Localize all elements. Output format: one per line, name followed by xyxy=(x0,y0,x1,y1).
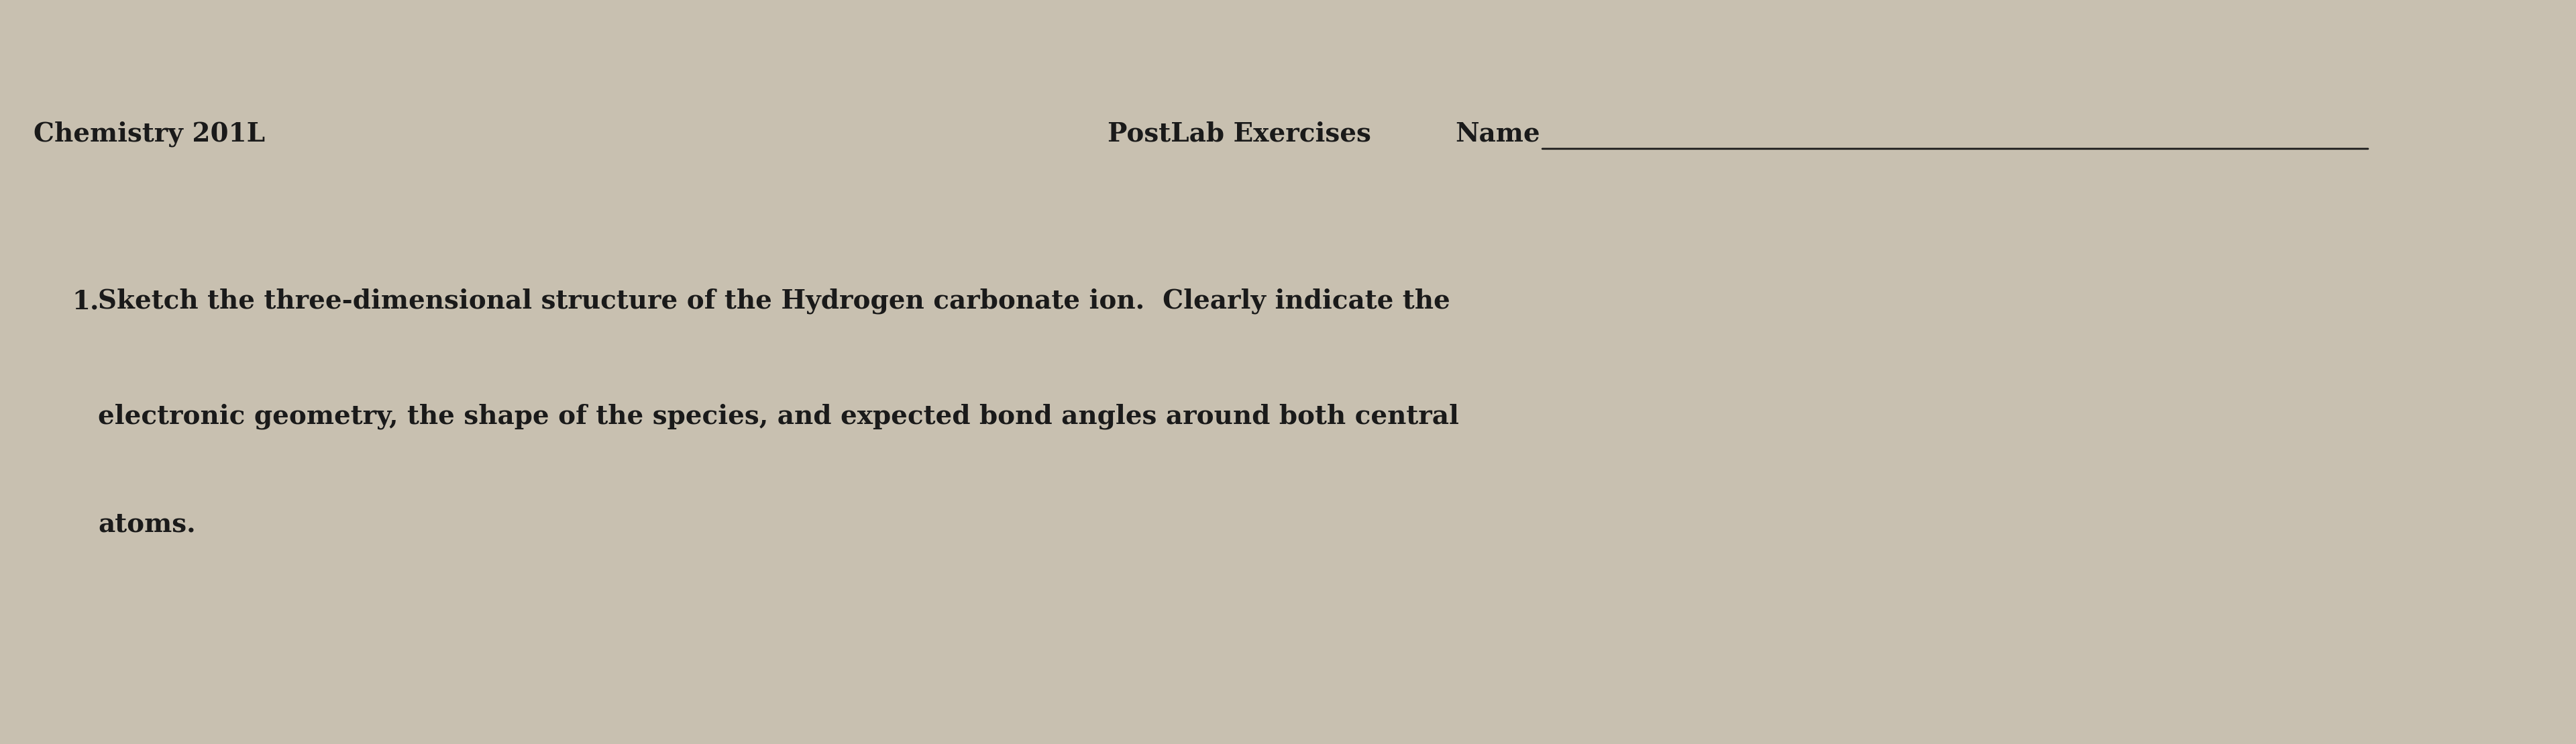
Text: 1.: 1. xyxy=(72,289,100,314)
Text: electronic geometry, the shape of the species, and expected bond angles around b: electronic geometry, the shape of the sp… xyxy=(98,404,1458,429)
Text: PostLab Exercises: PostLab Exercises xyxy=(1108,121,1370,147)
Text: Chemistry 201L: Chemistry 201L xyxy=(33,121,265,147)
Text: atoms.: atoms. xyxy=(98,512,196,537)
Text: Name: Name xyxy=(1455,121,1540,147)
Text: Sketch the three-dimensional structure of the Hydrogen carbonate ion.  Clearly i: Sketch the three-dimensional structure o… xyxy=(98,289,1450,314)
